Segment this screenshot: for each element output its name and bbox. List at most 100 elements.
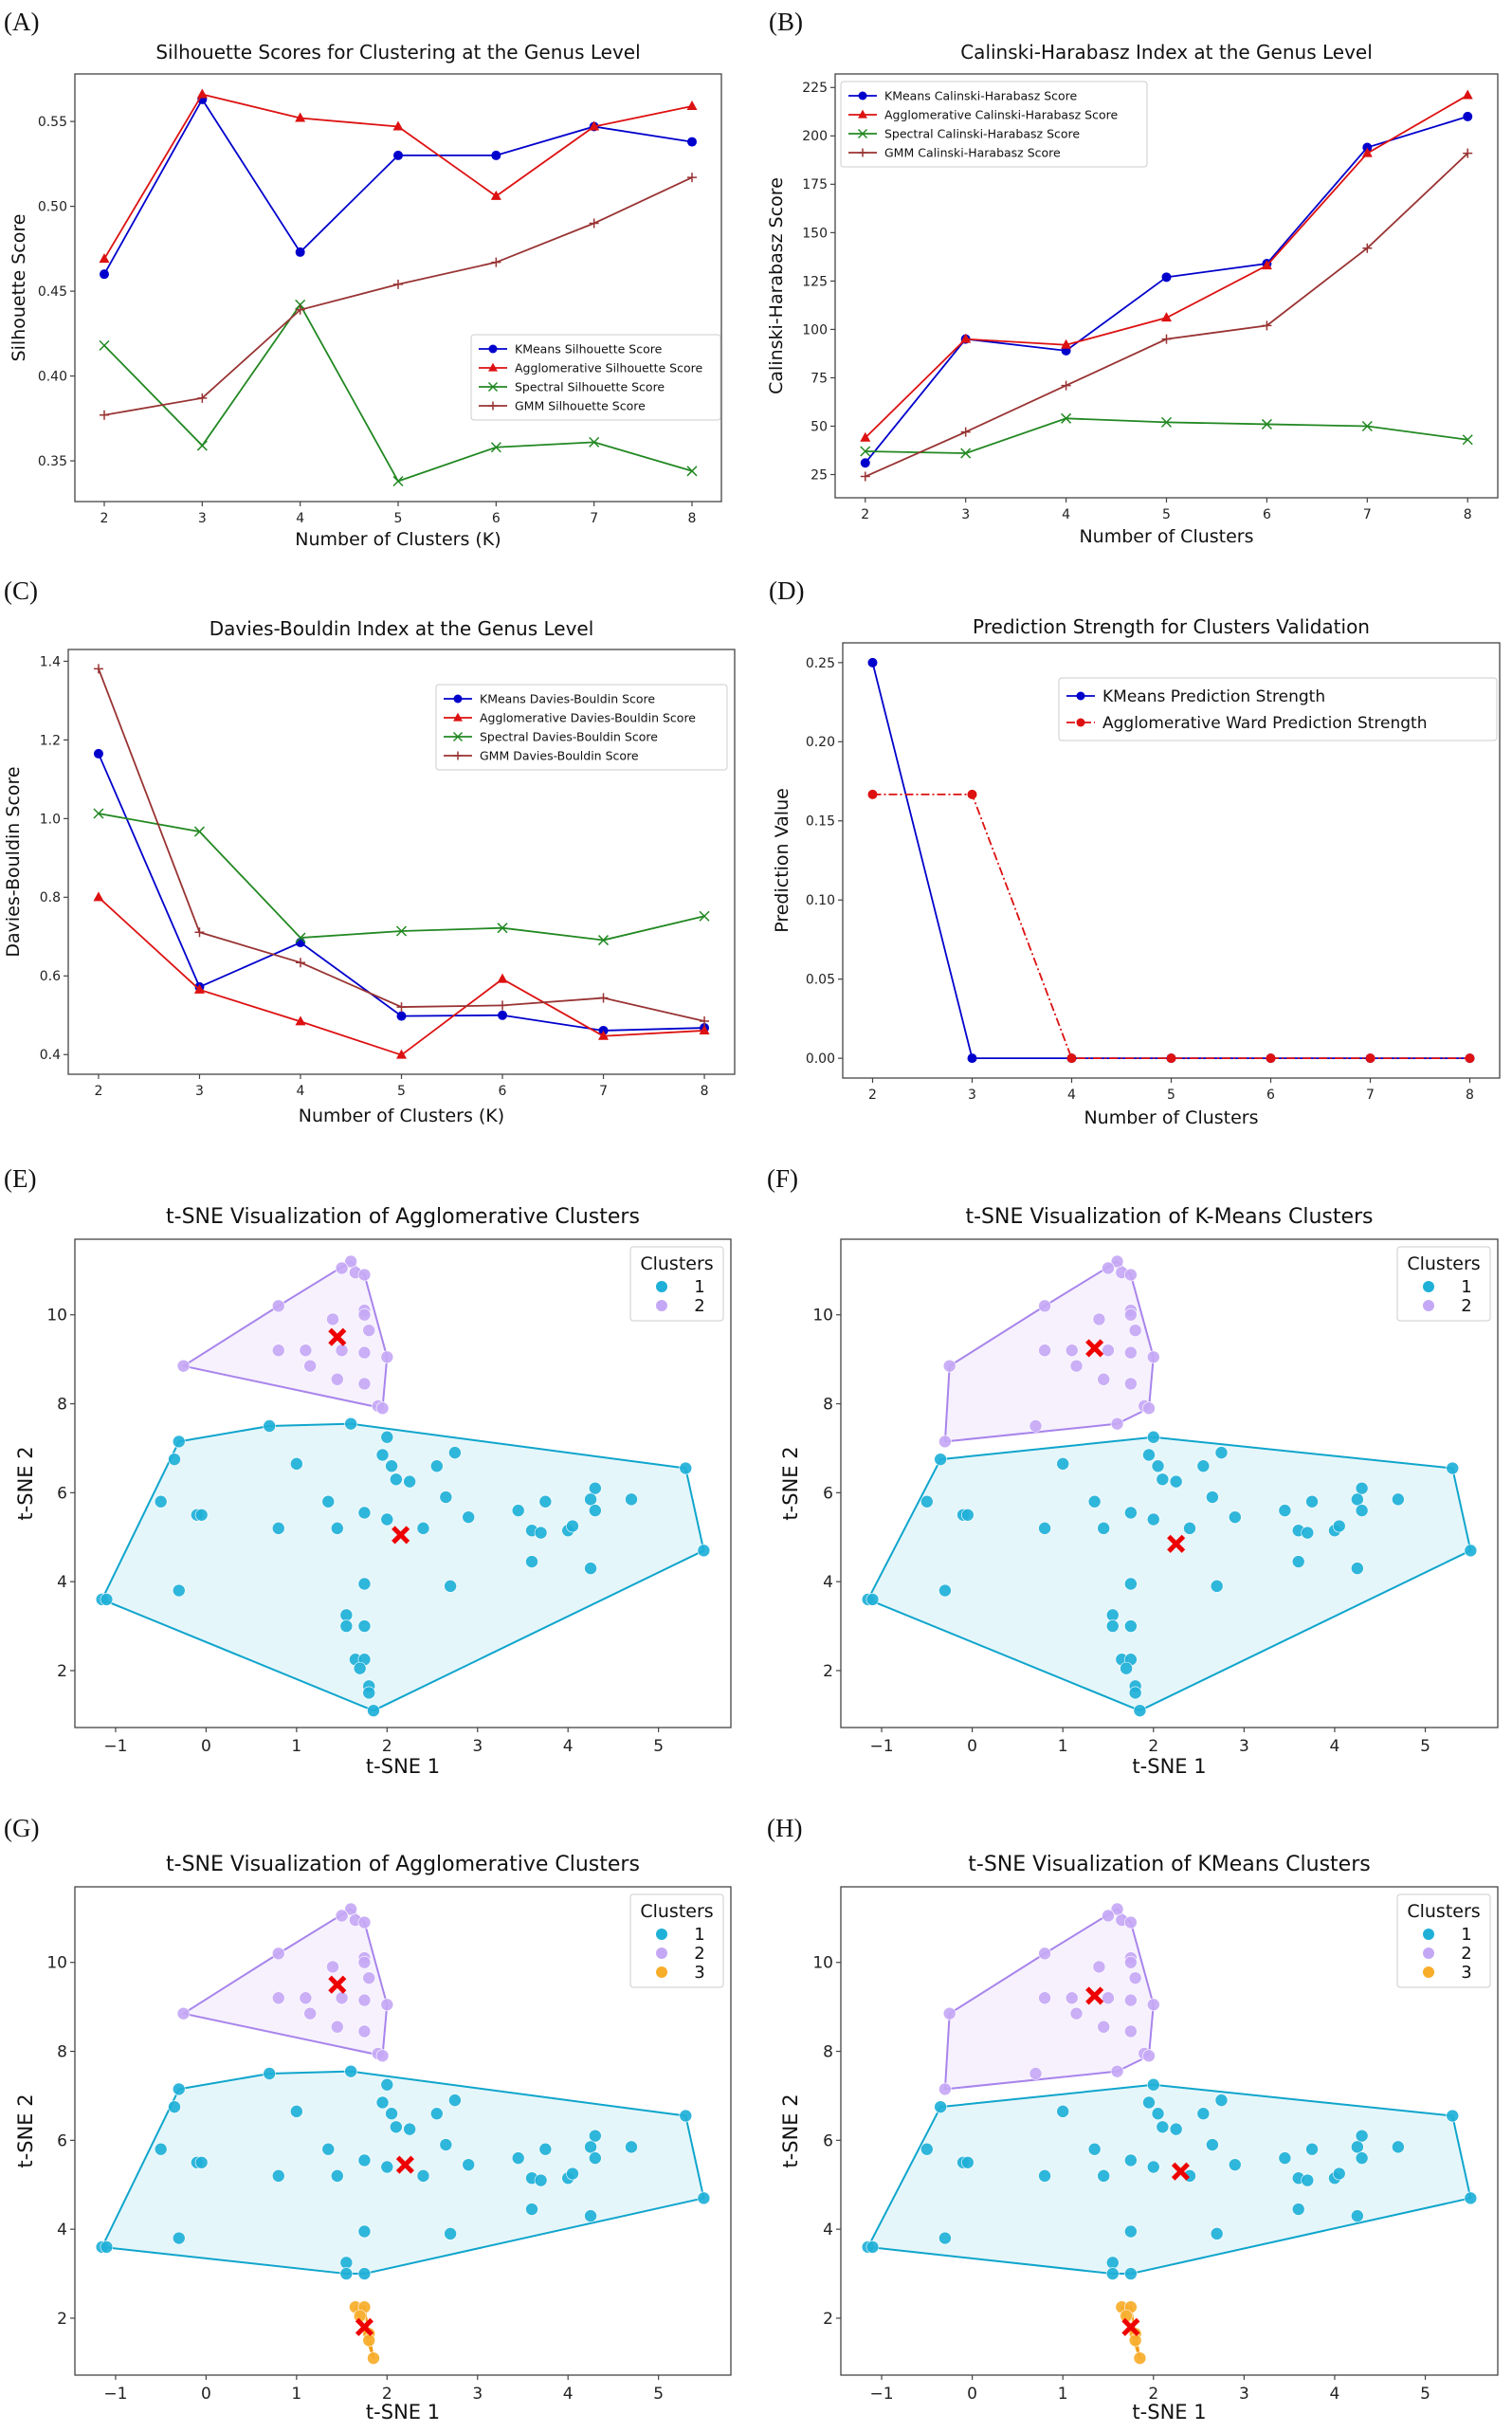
series-gmm-davies-bouldin-score xyxy=(93,664,710,1026)
data-point xyxy=(290,2105,303,2118)
panel-letter: (E) xyxy=(4,1164,37,1193)
series-line xyxy=(98,813,705,942)
data-point xyxy=(335,1344,349,1358)
data-point xyxy=(1065,1344,1079,1358)
legend-title: Clusters xyxy=(640,1253,713,1274)
x-tick-label: −1 xyxy=(869,2385,893,2404)
data-point xyxy=(1291,2203,1305,2216)
data-point xyxy=(1463,111,1473,121)
data-point xyxy=(867,657,878,667)
legend: KMeans Prediction Strength Agglomerative … xyxy=(1058,677,1498,741)
x-tick-label: 1 xyxy=(291,2385,301,2404)
y-tick-label: 2 xyxy=(823,1662,833,1681)
data-point xyxy=(176,1359,191,1373)
legend-marker xyxy=(858,91,867,101)
data-point xyxy=(357,2024,372,2039)
data-point xyxy=(462,2158,476,2171)
data-point xyxy=(589,1481,602,1495)
data-point xyxy=(1146,1512,1160,1527)
series-agglomerative-ward-prediction-strength xyxy=(867,789,1475,1064)
panel-h: (H) t-SNE Visualization of KMeans Cluste… xyxy=(756,1785,1512,2432)
legend-label: Agglomerative Davies-Bouldin Score xyxy=(480,711,696,725)
data-point xyxy=(1210,2227,1224,2240)
data-point xyxy=(416,2169,430,2183)
data-point xyxy=(335,1261,349,1275)
x-axis-label: Number of Clusters xyxy=(1079,526,1253,547)
y-tick-label: 0.55 xyxy=(38,115,67,130)
data-point xyxy=(1124,1619,1138,1633)
legend-marker xyxy=(487,381,499,393)
data-point xyxy=(1351,1562,1364,1575)
data-point xyxy=(326,1960,339,1974)
tsne-agglomerative-2-chart: t-SNE Visualization of Agglomerative Clu… xyxy=(14,1205,732,1778)
data-point xyxy=(196,88,208,99)
data-point xyxy=(299,1344,313,1358)
legend-label: Spectral Calinski-Harabasz Score xyxy=(884,127,1080,141)
data-point xyxy=(100,410,109,420)
cluster-1 xyxy=(861,1430,1478,1717)
legend-label: KMeans Calinski-Harabasz Score xyxy=(884,89,1078,103)
y-tick-label: 0.20 xyxy=(806,735,835,750)
data-point xyxy=(679,1461,693,1475)
data-point xyxy=(353,1661,367,1675)
data-point xyxy=(1110,1417,1124,1431)
y-tick-label: 175 xyxy=(802,177,828,192)
data-point xyxy=(295,112,306,122)
x-axis-label: t-SNE 1 xyxy=(366,1755,440,1778)
data-point xyxy=(416,1522,430,1535)
data-point xyxy=(1102,1909,1115,1923)
y-axis-label: t-SNE 2 xyxy=(779,1446,802,1520)
y-axis-label: Calinski-Harabasz Score xyxy=(766,177,787,394)
legend-label: 1 xyxy=(1461,1925,1471,1945)
data-point xyxy=(1038,1522,1051,1535)
data-point xyxy=(172,2231,186,2245)
data-point xyxy=(1365,1053,1375,1064)
data-point xyxy=(295,304,305,315)
data-point xyxy=(172,1435,186,1449)
legend-label: KMeans Prediction Strength xyxy=(1102,687,1325,706)
calinski-harabasz-chart: Calinski-Harabasz Index at the Genus Lev… xyxy=(766,41,1499,547)
panel-d: (D) Prediction Strength for Clusters Val… xyxy=(756,569,1512,1138)
data-point xyxy=(357,1307,372,1322)
data-point xyxy=(194,927,205,938)
centroid-marker xyxy=(328,1327,347,1346)
data-point xyxy=(357,1506,372,1520)
x-tick-label: 7 xyxy=(590,511,598,526)
x-tick-label: 2 xyxy=(861,507,869,522)
data-point xyxy=(1061,380,1071,391)
legend-label: Spectral Silhouette Score xyxy=(515,380,665,394)
data-point xyxy=(860,458,870,468)
data-point xyxy=(295,247,305,257)
x-tick-label: 2 xyxy=(868,1088,877,1103)
y-tick-label: 1.4 xyxy=(40,654,61,669)
cluster-2 xyxy=(176,1902,394,2063)
y-tick-label: 1.0 xyxy=(40,812,61,827)
data-point xyxy=(392,475,404,487)
data-point xyxy=(1124,2224,1138,2239)
data-point xyxy=(263,2067,277,2080)
data-point xyxy=(1392,1492,1405,1507)
x-tick-label: 3 xyxy=(1239,1737,1249,1756)
data-point xyxy=(93,808,104,819)
data-point xyxy=(960,333,972,343)
plot-frame xyxy=(74,1886,732,2376)
data-point xyxy=(699,1024,710,1034)
data-point xyxy=(1092,1312,1106,1326)
y-tick-label: 150 xyxy=(802,226,828,241)
tsne-kmeans-3-chart: t-SNE Visualization of KMeans Clusters −1… xyxy=(779,1853,1499,2423)
data-point xyxy=(1142,1401,1156,1416)
data-point xyxy=(1124,1506,1138,1520)
data-point xyxy=(290,1457,303,1471)
legend-title: Clusters xyxy=(1407,1901,1480,1922)
cluster-hull xyxy=(866,1435,1472,1712)
data-point xyxy=(534,2173,548,2187)
y-tick-label: 75 xyxy=(811,371,828,386)
data-point xyxy=(462,1510,476,1524)
cluster-1 xyxy=(95,2064,711,2280)
data-point xyxy=(396,1011,407,1021)
y-tick-label: 200 xyxy=(802,129,828,144)
data-point xyxy=(1097,1372,1111,1386)
y-tick-label: 6 xyxy=(823,2131,833,2150)
data-point xyxy=(1362,142,1373,153)
data-point xyxy=(1156,2120,1170,2134)
